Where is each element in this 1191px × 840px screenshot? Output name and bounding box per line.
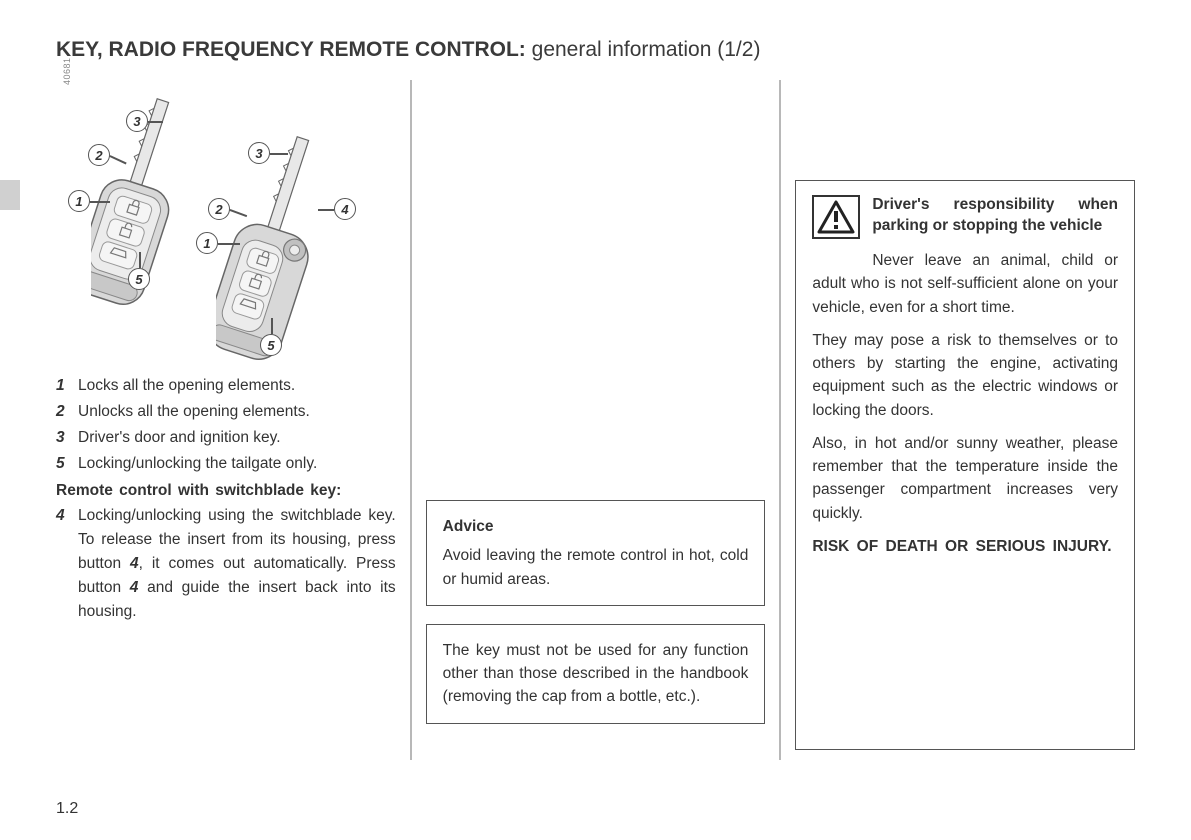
key-b-svg <box>216 130 376 410</box>
page-number: 1.2 <box>56 800 78 818</box>
warning-title: Driver's responsibility when parking or … <box>872 195 1118 239</box>
callout-5b: 5 <box>260 334 282 356</box>
warning-box: Driver's responsibility when parking or … <box>795 180 1135 750</box>
manual-page: KEY, RADIO FREQUENCY REMOTE CONTROL: gen… <box>0 0 1191 840</box>
def-3: 3Driver's door and ignition key. <box>56 426 396 450</box>
callout-4b: 4 <box>334 198 356 220</box>
key-figure: 40681 <box>56 80 366 360</box>
callout-3a: 3 <box>126 110 148 132</box>
note-body: The key must not be used for any functio… <box>443 639 749 709</box>
def-4: 4 Locking/unlocking using the switchblad… <box>56 504 396 624</box>
advice-box: Advice Avoid leaving the remote control … <box>426 500 766 606</box>
callout-1b: 1 <box>196 232 218 254</box>
advice-title: Advice <box>443 515 749 538</box>
figure-id: 40681 <box>62 57 72 85</box>
warning-header: Driver's responsibility when parking or … <box>812 195 1118 239</box>
def-4-block: 4 Locking/unlocking using the switchblad… <box>56 504 396 624</box>
warning-p1: Never leave an animal, child or adult wh… <box>812 249 1118 319</box>
columns: 40681 <box>56 80 1135 760</box>
callout-2b: 2 <box>208 198 230 220</box>
warning-risk: RISK OF DEATH OR SERIOUS INJURY. <box>812 535 1118 558</box>
column-2: Advice Avoid leaving the remote control … <box>412 80 780 760</box>
subheading: Remote control with switchblade key: <box>56 482 396 500</box>
note-box: The key must not be used for any functio… <box>426 624 766 724</box>
warning-p3: Also, in hot and/or sunny weather, pleas… <box>812 432 1118 525</box>
callout-2a: 2 <box>88 144 110 166</box>
warning-icon <box>812 195 860 239</box>
column-1: 40681 <box>56 80 410 760</box>
warning-p2: They may pose a risk to themselves or to… <box>812 329 1118 422</box>
callout-1a: 1 <box>68 190 90 212</box>
callout-3b: 3 <box>248 142 270 164</box>
title-bold: KEY, RADIO FREQUENCY REMOTE CONTROL: <box>56 38 526 61</box>
title-rest: general information (1/2) <box>526 38 761 61</box>
def-5: 5Locking/unlocking the tailgate only. <box>56 452 396 476</box>
column-3: Driver's responsibility when parking or … <box>781 80 1135 760</box>
advice-body: Avoid leaving the remote control in hot,… <box>443 544 749 591</box>
page-title: KEY, RADIO FREQUENCY REMOTE CONTROL: gen… <box>56 38 1135 62</box>
callout-5a: 5 <box>128 268 150 290</box>
